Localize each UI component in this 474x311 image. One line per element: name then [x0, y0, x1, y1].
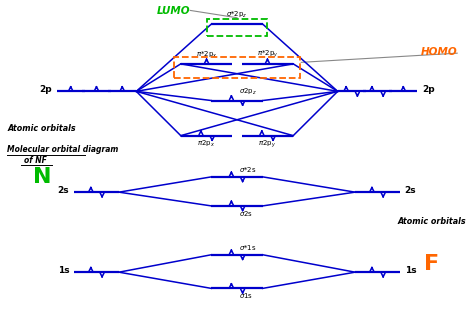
Text: HOMO: HOMO — [420, 47, 457, 57]
Text: Molecular orbital diagram: Molecular orbital diagram — [8, 145, 119, 154]
Text: $\sigma$2p$_z$: $\sigma$2p$_z$ — [239, 87, 257, 97]
Text: $\pi$*2p$_x$: $\pi$*2p$_x$ — [196, 50, 218, 60]
Text: F: F — [424, 254, 439, 274]
Text: 2p: 2p — [422, 85, 435, 94]
Text: 1s: 1s — [405, 266, 416, 275]
Text: $\sigma$*2s: $\sigma$*2s — [239, 165, 257, 174]
Text: $\pi$2p$_x$: $\pi$2p$_x$ — [198, 139, 216, 149]
Text: $\pi$2p$_y$: $\pi$2p$_y$ — [258, 139, 276, 150]
Text: $\sigma$*2p$_z$: $\sigma$*2p$_z$ — [226, 10, 248, 20]
Text: N: N — [33, 167, 52, 187]
Text: $\pi$*2p$_y$: $\pi$*2p$_y$ — [256, 49, 278, 60]
Text: 2s: 2s — [405, 186, 416, 195]
Text: $\sigma$1s: $\sigma$1s — [239, 291, 254, 300]
Text: $\sigma$2s: $\sigma$2s — [239, 209, 254, 218]
Text: 1s: 1s — [58, 266, 69, 275]
Text: LUMO: LUMO — [156, 6, 190, 16]
Bar — [207, 19, 267, 36]
Text: 2s: 2s — [58, 186, 69, 195]
Text: Atomic orbitals: Atomic orbitals — [398, 217, 466, 226]
Text: Atomic orbitals: Atomic orbitals — [8, 123, 76, 132]
Bar — [174, 57, 300, 78]
Text: 2p: 2p — [39, 85, 52, 94]
Text: of NF: of NF — [24, 156, 47, 165]
Text: $\sigma$*1s: $\sigma$*1s — [239, 243, 257, 252]
